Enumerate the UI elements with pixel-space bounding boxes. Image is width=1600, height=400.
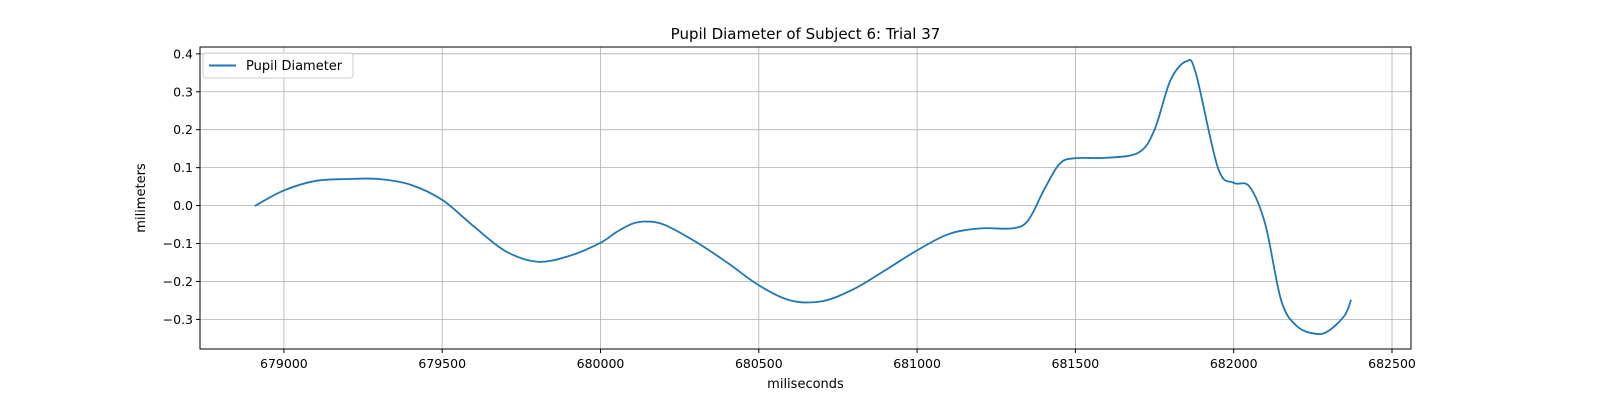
y-tick-label: 0.4: [173, 46, 193, 61]
series-layer: [254, 58, 1352, 335]
x-tick-label: 681500: [1052, 356, 1100, 371]
x-tick-label: 679500: [418, 356, 466, 371]
grid-lines: [200, 47, 1411, 349]
plot-frame: [199, 46, 1412, 350]
x-axis-label: miliseconds: [767, 377, 844, 392]
legend-label: Pupil Diameter: [246, 59, 343, 74]
y-tick-label: 0.3: [173, 84, 193, 99]
y-tick-label: −0.3: [163, 312, 193, 327]
y-tick-label: −0.1: [163, 236, 193, 251]
x-tick-label: 679000: [260, 356, 308, 371]
legend: Pupil Diameter: [202, 52, 354, 79]
y-tick-label: 0.1: [173, 160, 193, 175]
y-tick-label: 0.2: [173, 122, 193, 137]
axis-ticks: 679000 679500 680000 680500 681000 681500 6820…: [163, 46, 1416, 371]
chart-title: Pupil Diameter of Subject 6: Trial 37: [671, 25, 941, 43]
y-tick-label: 0.0: [173, 198, 193, 213]
series-line-pupil-diameter: [254, 58, 1352, 335]
y-tick-label: −0.2: [163, 274, 193, 289]
x-tick-label: 680000: [577, 356, 625, 371]
x-tick-label: 682500: [1368, 356, 1416, 371]
x-tick-label: 681000: [893, 356, 941, 371]
x-tick-label: 680500: [735, 356, 783, 371]
legend-box: [202, 52, 354, 79]
y-axis-label: milimeters: [134, 163, 149, 233]
x-tick-label: 682000: [1210, 356, 1258, 371]
